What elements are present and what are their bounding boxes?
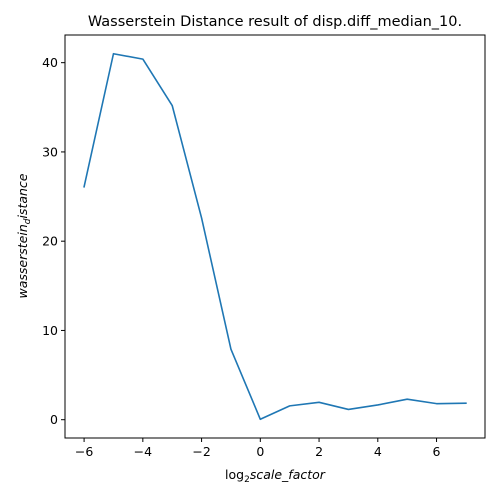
y-axis-label-subscript: d <box>23 218 33 224</box>
plot-area-frame <box>64 34 486 439</box>
x-tick-label: 6 <box>433 444 441 459</box>
y-tick-label: 20 <box>42 234 58 249</box>
y-axis-ticks: 0 10 20 30 40 <box>42 55 65 427</box>
y-axis-label: wassersteindistance <box>15 173 33 298</box>
x-tick-label: −2 <box>192 444 210 459</box>
x-tick-label: −4 <box>134 444 152 459</box>
x-tick-label: 2 <box>315 444 323 459</box>
series-line <box>83 52 467 421</box>
x-axis-label-italic: scale_factor <box>250 467 326 482</box>
x-tick-label: 4 <box>374 444 382 459</box>
x-axis-label: log2scale_factor <box>225 467 326 485</box>
x-axis-ticks: −6 −4 −2 0 2 4 6 <box>75 438 441 459</box>
x-tick-label: 0 <box>256 444 264 459</box>
y-tick-label: 10 <box>42 323 58 338</box>
series-layer <box>83 52 467 421</box>
chart-title: Wasserstein Distance result of disp.diff… <box>88 14 462 30</box>
y-axis-label-tail: istance <box>15 173 30 218</box>
x-axis-label-subscript: 2 <box>244 475 250 485</box>
x-axis-label-prefix: log <box>225 467 244 482</box>
y-axis-label-main: wasserstein <box>15 224 30 298</box>
y-tick-label: 30 <box>42 144 58 159</box>
y-tick-label: 0 <box>50 412 58 427</box>
x-tick-label: −6 <box>75 444 93 459</box>
y-tick-label: 40 <box>42 55 58 70</box>
